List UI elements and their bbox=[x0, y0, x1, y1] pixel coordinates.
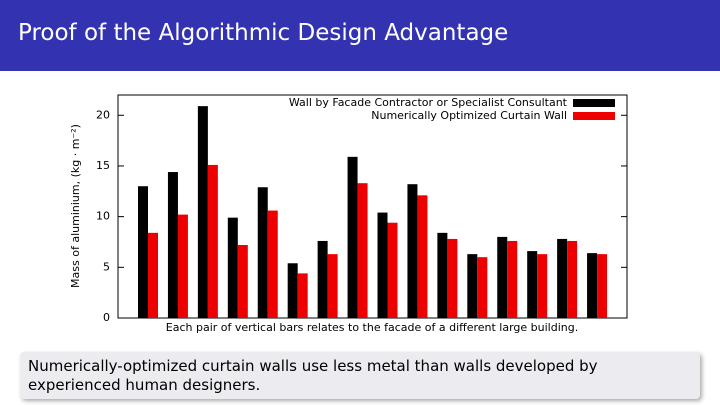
header: Proof of the Algorithmic Design Advantag… bbox=[0, 0, 720, 71]
y-tick-label: 20 bbox=[96, 108, 110, 121]
bar bbox=[138, 186, 148, 318]
bar bbox=[347, 156, 358, 318]
bar bbox=[287, 263, 298, 318]
bar bbox=[407, 184, 418, 318]
bar bbox=[297, 273, 308, 318]
legend-swatch bbox=[573, 99, 615, 107]
bar bbox=[597, 254, 608, 318]
bar bbox=[507, 240, 518, 318]
slide-title: Proof of the Algorithmic Design Advantag… bbox=[18, 20, 509, 46]
bar bbox=[387, 222, 398, 318]
plot-frame bbox=[117, 94, 628, 319]
bar bbox=[227, 217, 238, 318]
legend-swatch bbox=[573, 112, 615, 120]
bar bbox=[257, 187, 268, 318]
bar bbox=[267, 210, 278, 318]
bar bbox=[447, 238, 458, 318]
bar bbox=[467, 254, 478, 318]
bar bbox=[437, 232, 448, 318]
bar bbox=[167, 172, 178, 318]
bar bbox=[557, 238, 568, 318]
callout: Numerically-optimized curtain walls use … bbox=[20, 352, 700, 399]
x-axis-label: Each pair of vertical bars relates to th… bbox=[166, 321, 578, 334]
bar bbox=[587, 253, 598, 318]
callout-line: experienced human designers. bbox=[28, 376, 261, 394]
y-tick-label: 5 bbox=[103, 260, 110, 273]
legend-label: Wall by Facade Contractor or Specialist … bbox=[289, 96, 568, 109]
bar bbox=[177, 214, 188, 318]
bar bbox=[357, 183, 368, 318]
y-tick-label: 10 bbox=[96, 210, 110, 223]
bar bbox=[207, 164, 218, 318]
chart: Each pair of vertical bars relates to th… bbox=[69, 94, 628, 334]
bar bbox=[148, 232, 158, 318]
y-axis-label: Mass of aluminium, (kg · m⁻²) bbox=[69, 124, 82, 288]
bar bbox=[237, 245, 248, 318]
bar bbox=[417, 195, 428, 318]
bar bbox=[197, 106, 208, 319]
y-tick-label: 15 bbox=[96, 159, 110, 172]
bar bbox=[477, 257, 488, 318]
bar bbox=[317, 240, 328, 318]
callout-line: Numerically-optimized curtain walls use … bbox=[28, 357, 598, 375]
legend-label: Numerically Optimized Curtain Wall bbox=[371, 109, 567, 122]
bar bbox=[327, 254, 338, 318]
bar bbox=[537, 254, 548, 318]
bar bbox=[567, 240, 578, 318]
bar bbox=[497, 236, 508, 318]
bar bbox=[377, 212, 388, 318]
y-tick-label: 0 bbox=[103, 311, 110, 324]
bar bbox=[527, 251, 538, 318]
